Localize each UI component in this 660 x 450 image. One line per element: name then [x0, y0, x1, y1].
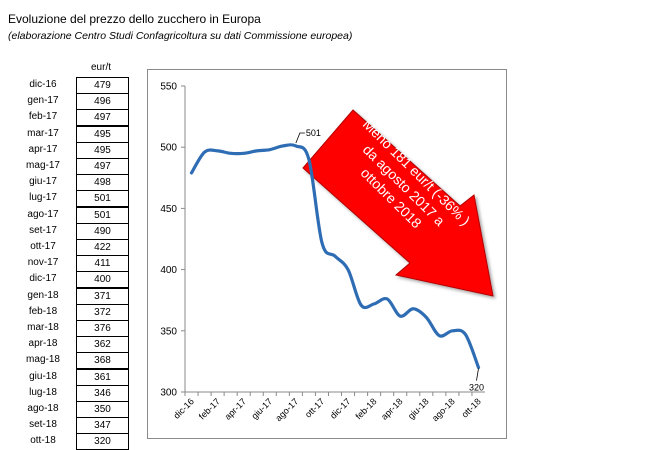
table-row-value: 372	[76, 303, 129, 321]
table-row-month: mar-18	[27, 322, 59, 333]
x-tick-label: ott-17	[303, 396, 326, 419]
y-tick-label: 350	[160, 326, 177, 337]
table-row-month: apr-18	[28, 338, 58, 350]
x-tick-label: apr-18	[379, 396, 404, 421]
table-row-month: ago-17	[27, 208, 59, 220]
table-row-month: lug-17	[29, 192, 57, 204]
table-row-month: feb-17	[28, 111, 58, 123]
table-row-month: gen-17	[27, 95, 59, 107]
table-row-month: set-17	[29, 224, 57, 236]
table-unit-label: eur/t	[90, 62, 111, 73]
table-row-month: set-18	[29, 419, 57, 431]
table-row-month: apr-17	[28, 143, 58, 155]
data-label-leader	[476, 368, 479, 381]
table-row-month: ott-17	[30, 241, 56, 252]
x-tick-label: giu-17	[249, 396, 274, 421]
table-row-month: mar-17	[27, 127, 59, 139]
table-row-month: dic-17	[29, 273, 57, 285]
x-axis: dic-16 feb-17 apr-17 giu-17 ago-17 ott-17 dic-…	[172, 391, 485, 423]
table-row-month: nov-17	[27, 257, 59, 269]
decline-arrow	[302, 109, 494, 297]
table-row-month: ott-18	[30, 435, 56, 447]
table-row-month: gen-18	[27, 289, 59, 301]
x-tick-label: dic-17	[328, 396, 352, 420]
x-tick-label: feb-18	[353, 396, 378, 421]
y-tick-label: 450	[160, 204, 177, 215]
x-tick-label: feb-17	[197, 396, 222, 421]
x-tick-label: giu-18	[406, 396, 431, 421]
x-tick-label: apr-17	[223, 396, 248, 421]
y-tick-label: 300	[160, 388, 177, 399]
y-tick-label: 550	[160, 82, 177, 93]
x-tick-label: ago-17	[273, 396, 300, 423]
data-labels: 501 320	[295, 128, 484, 393]
y-tick-label: 500	[160, 143, 177, 154]
data-label-leader	[295, 132, 305, 144]
y-tick-label: 400	[160, 265, 177, 276]
y-axis: 300 350 400 450 500 550	[160, 82, 186, 399]
table-row-month: giu-18	[29, 370, 57, 382]
data-label: 501	[306, 128, 321, 138]
data-label: 320	[469, 383, 484, 393]
table-row-value: 320	[76, 433, 129, 450]
series-line	[189, 143, 481, 370]
x-tick-label: ago-18	[430, 396, 457, 423]
table-row-month: mag-18	[26, 354, 60, 366]
page-title: Evoluzione del prezzo dello zucchero in …	[8, 12, 261, 26]
table-row-value: 376	[76, 320, 129, 337]
table-row-month: giu-17	[29, 176, 57, 188]
x-tick-label: ott-18	[460, 396, 483, 419]
table-row-month: ago-18	[27, 403, 59, 414]
x-tick-label: dic-16	[172, 396, 196, 420]
decline-annotation: Meno 181 eur/t (-36% )da agosto 2017 aot…	[302, 109, 494, 297]
table-row-month: feb-18	[28, 305, 58, 317]
table-row-month: dic-16	[29, 79, 57, 90]
page-subtitle: (elaborazione Centro Studi Confagricoltu…	[8, 30, 353, 42]
table-row-month: lug-18	[29, 386, 57, 398]
table-row-month: mag-17	[26, 160, 60, 171]
